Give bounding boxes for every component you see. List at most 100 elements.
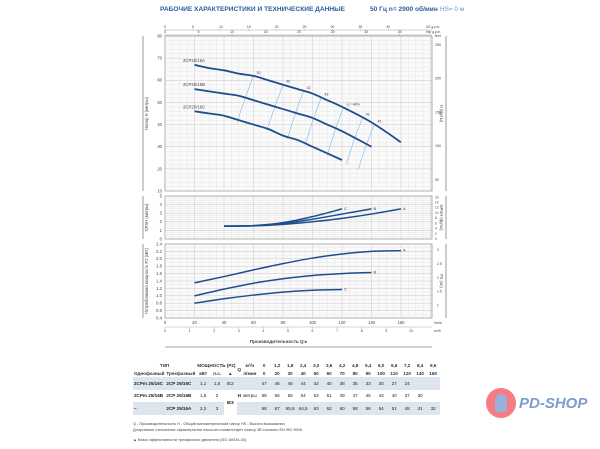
efficiency-isoline	[357, 124, 375, 170]
class-header: ▲	[228, 370, 233, 376]
q-lmin-value: 20	[274, 370, 280, 376]
power-curve-A	[194, 249, 402, 284]
efficiency-label: 43	[324, 93, 328, 97]
q-lmin-value: 50	[313, 370, 319, 376]
power-kw: 2,2	[196, 402, 211, 415]
right-tick-label: 16	[435, 195, 439, 199]
y-axis-right-label: NPSH (футы)	[439, 204, 444, 231]
efficiency-isoline	[346, 117, 363, 165]
right-tick-label: 50	[435, 178, 439, 182]
x-tick-label-m3h: 1	[189, 329, 191, 333]
y-tick-label: 1.6	[156, 271, 162, 276]
y-axis-label: NPSH (метры)	[144, 203, 149, 232]
h-unit	[242, 377, 258, 390]
right-tick-label: 1.5	[437, 290, 442, 294]
head-value: 62	[322, 402, 336, 415]
y-tick-label: 30	[157, 144, 162, 149]
ie-class: IE3	[226, 399, 234, 405]
y-tick-label: 1.8	[156, 264, 162, 269]
type-header: ТИП	[159, 362, 170, 368]
efficiency-isoline	[236, 75, 254, 123]
suction-height: HS= 0 м	[440, 6, 465, 13]
head-value: 43	[378, 393, 384, 399]
right-tick-label: 0	[435, 237, 437, 241]
x-tick-label-lmin: 40	[222, 320, 227, 325]
ie-class: IE2	[224, 377, 237, 390]
top-tick-label: 0	[164, 25, 166, 29]
single-phase-header: Однофазный	[134, 370, 165, 376]
npsh-curve-label: C	[344, 206, 347, 211]
top-tick-label: 30	[331, 25, 335, 29]
right-tick-label: 100	[435, 144, 441, 148]
head-value: 51	[326, 393, 332, 399]
head-value: 30	[417, 393, 423, 399]
x-tick-label-m3h: 9	[385, 329, 387, 333]
top-tick-label: 5	[192, 25, 194, 29]
head-value: 63	[309, 402, 323, 415]
q-m3h-value: 5,4	[364, 362, 372, 368]
top-tick-label: 30	[364, 30, 368, 34]
right-unit-label: feet	[435, 34, 441, 38]
table-row: 2CPm 25/16C 2CP 25/16C 1,1 1,5 IE2 47 46 45 44 42…	[133, 377, 440, 390]
right-tick-label: 2	[437, 276, 439, 280]
power-hp: 3	[210, 402, 225, 415]
y-tick-label: 4	[160, 202, 163, 207]
y-tick-label: 2.0	[156, 256, 162, 261]
head-value: 55	[287, 393, 293, 399]
head-value: 47	[352, 393, 358, 399]
top-tick-label: 10	[230, 30, 234, 34]
head-value: 56	[274, 393, 280, 399]
efficiency-label: 43	[366, 113, 370, 117]
power-curve-B	[194, 271, 372, 297]
y-axis-right-label: P2 (лс)	[439, 274, 444, 288]
head-curve-2CP25/16B	[194, 88, 372, 148]
x-axis-label: Производительность Q ▸	[250, 339, 308, 344]
q-m3h-value: 9,6	[429, 362, 437, 368]
q-lmin-value: 70	[339, 370, 345, 376]
y-tick-label: 20	[157, 166, 162, 171]
head-value: 37	[404, 393, 410, 399]
efficiency-isoline	[304, 97, 322, 146]
head-value: 68	[257, 402, 271, 415]
head-value: 47	[257, 377, 271, 390]
q-lmin-value: 90	[365, 370, 371, 376]
power-curve-label: C	[344, 287, 347, 292]
power-kw: 1,5	[199, 393, 207, 399]
y-tick-label: 2.2	[156, 249, 162, 254]
q-lmin-value: 30	[287, 370, 293, 376]
head-value: 53	[313, 393, 319, 399]
h-label	[236, 402, 243, 415]
x-tick-label-m3h: 7	[336, 329, 338, 333]
head-value: 60	[335, 402, 349, 415]
x-tick-label-lmin: 0	[164, 320, 167, 325]
head-value: 40	[391, 393, 397, 399]
three-phase-header: Трехфазный	[166, 370, 196, 376]
q-lmin-value: 160	[429, 370, 437, 376]
y-tick-label: 0.4	[156, 315, 162, 320]
head-value: 65,5	[283, 402, 297, 415]
right-tick-label: 150	[435, 110, 441, 114]
y-axis-right-label: H (футы)	[439, 105, 444, 123]
efficiency-label: 40	[286, 80, 290, 84]
right-tick-label: 3	[437, 248, 439, 252]
head-value: 45	[365, 393, 371, 399]
hp-header: л.с.	[213, 370, 222, 376]
head-value: 32	[426, 402, 440, 415]
head-value: 33	[361, 377, 375, 390]
top-tick-label: 35	[398, 30, 402, 34]
head-value	[427, 390, 440, 403]
q-m3h-value: 6,0	[377, 362, 385, 368]
power-hp: 2	[215, 393, 219, 399]
x-tick-label-lmin: 60	[251, 320, 256, 325]
x-tick-label-m3h: 2	[213, 329, 215, 333]
curve-label: 2CP25/16C	[183, 104, 205, 109]
h-label	[236, 377, 243, 390]
head-value: 44	[296, 377, 310, 390]
q-lmin-value: 100	[377, 370, 385, 376]
top-tick-label: 35	[359, 25, 363, 29]
x-tick-label-lmin: 160	[398, 320, 406, 325]
y-tick-label: 40	[157, 122, 162, 127]
head-value: 41	[413, 402, 427, 415]
q-lmin-value: 80	[352, 370, 358, 376]
technical-data-table: ТИП МОЩНОСТЬ (P2) Q м³/ч 0 1,2 1,8 2,4 3,0 3,…	[133, 361, 440, 415]
